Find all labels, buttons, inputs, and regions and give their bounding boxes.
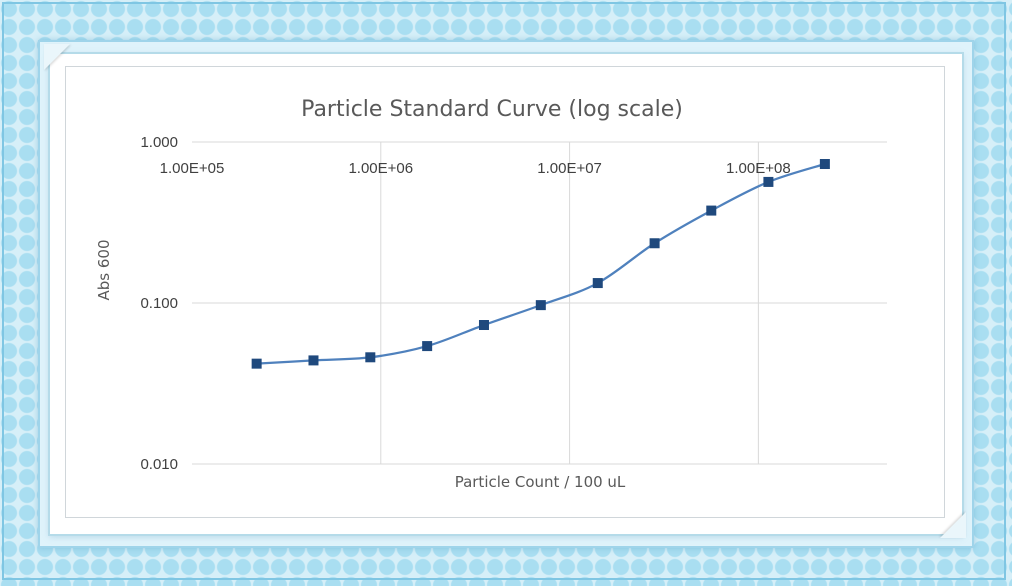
data-point-marker: [706, 205, 717, 216]
x-tick-label: 1.00E+08: [726, 160, 791, 177]
corner-curl-bottom-right: [940, 512, 966, 538]
series-layer: [251, 159, 830, 369]
chart-card: [56, 60, 956, 528]
series-line: [256, 162, 826, 365]
data-point-marker: [251, 358, 262, 369]
x-tick-label: 1.00E+05: [160, 160, 225, 177]
y-axis-title: Abs 600: [95, 240, 113, 301]
data-point-marker: [308, 355, 319, 366]
data-point-marker: [819, 159, 830, 170]
data-point-marker: [649, 238, 660, 249]
data-point-marker: [478, 320, 489, 331]
data-point-marker: [535, 300, 546, 311]
chart-area-border: [65, 66, 945, 518]
x-tick-label: 1.00E+07: [537, 160, 602, 177]
data-point-marker: [365, 352, 376, 363]
data-point-marker: [763, 176, 774, 187]
data-point-marker: [422, 341, 433, 352]
y-tick-label: 0.010: [140, 456, 178, 473]
label-layer: 0.010 0.100 1.000 1.00E+05 1.00E+06 1.00E+07 1…: [140, 134, 790, 473]
x-axis-title: Particle Count / 100 uL: [455, 473, 626, 491]
x-tick-label: 1.00E+06: [348, 160, 413, 177]
y-tick-label: 1.000: [140, 134, 178, 151]
data-point-marker: [592, 278, 603, 289]
outer-frame: [2, 2, 1006, 580]
corner-curl-top-left: [44, 44, 70, 70]
chart-title: Particle Standard Curve (log scale): [301, 97, 683, 122]
y-tick-label: 0.100: [140, 295, 178, 312]
